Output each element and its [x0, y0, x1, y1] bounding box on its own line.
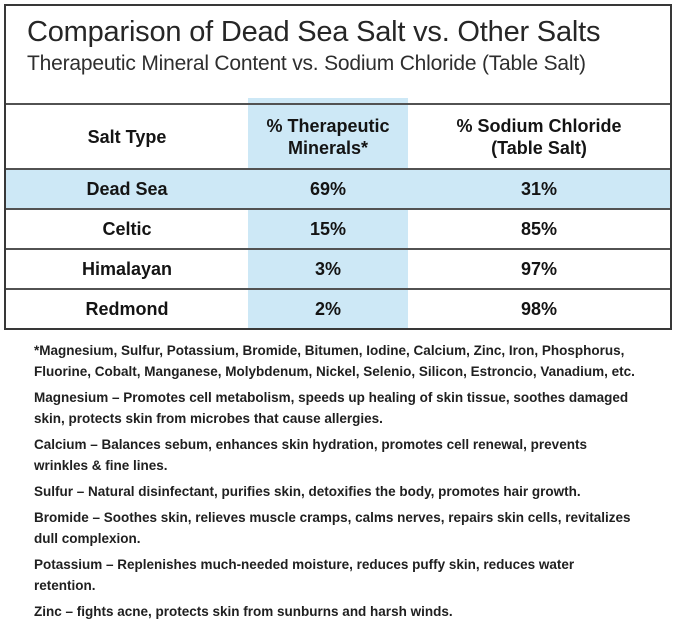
mineral-footnote: *Magnesium, Sulfur, Potassium, Bromide, … — [34, 343, 635, 379]
therapeutic-pct-cell: 15% — [248, 210, 408, 248]
table-header-row: Salt Type % Therapeutic Minerals* % Sodi… — [6, 105, 670, 168]
mineral-benefit-potassium: Potassium – Replenishes much-needed mois… — [34, 557, 575, 593]
mineral-benefit-magnesium: Magnesium – Promotes cell metabolism, sp… — [34, 390, 629, 426]
highlight-column-notch — [248, 98, 408, 103]
notes-section: *Magnesium, Sulfur, Potassium, Bromide, … — [34, 340, 676, 626]
sodium-pct-cell: 97% — [520, 259, 558, 279]
table-row-dead-sea: Dead Sea 69% 31% — [6, 168, 670, 208]
salt-name-cell: Redmond — [85, 299, 169, 319]
sodium-pct-cell: 31% — [408, 170, 670, 208]
title-section: Comparison of Dead Sea Salt vs. Other Sa… — [6, 16, 670, 105]
therapeutic-pct-cell: 3% — [248, 250, 408, 288]
table-row-himalayan: Himalayan 3% 97% — [6, 248, 670, 288]
col-header-sodium-chloride: % Sodium Chloride (Table Salt) — [456, 115, 622, 158]
salt-name-cell: Himalayan — [81, 259, 173, 279]
mineral-benefit-bromide: Bromide – Soothes skin, relieves muscle … — [34, 510, 631, 546]
salt-name-cell: Dead Sea — [6, 170, 248, 208]
mineral-benefit-sulfur: Sulfur – Natural disinfectant, purifies … — [34, 484, 581, 499]
col-header-salt-type: Salt Type — [87, 126, 167, 147]
page-subtitle: Therapeutic Mineral Content vs. Sodium C… — [27, 52, 586, 75]
sodium-pct-cell: 85% — [520, 219, 558, 239]
sodium-pct-cell: 98% — [520, 299, 558, 319]
table-row-celtic: Celtic 15% 85% — [6, 208, 670, 248]
comparison-card: Comparison of Dead Sea Salt vs. Other Sa… — [4, 4, 672, 330]
page-title: Comparison of Dead Sea Salt vs. Other Sa… — [27, 16, 601, 48]
salt-comparison-table: Salt Type % Therapeutic Minerals* % Sodi… — [6, 105, 670, 328]
therapeutic-pct-cell: 69% — [248, 170, 408, 208]
salt-name-cell: Celtic — [102, 219, 152, 239]
mineral-benefit-calcium: Calcium – Balances sebum, enhances skin … — [34, 437, 587, 473]
col-header-therapeutic-minerals: % Therapeutic Minerals* — [248, 105, 408, 168]
mineral-benefit-zinc: Zinc – fights acne, protects skin from s… — [34, 604, 453, 619]
table-row-redmond: Redmond 2% 98% — [6, 288, 670, 328]
therapeutic-pct-cell: 2% — [248, 290, 408, 328]
